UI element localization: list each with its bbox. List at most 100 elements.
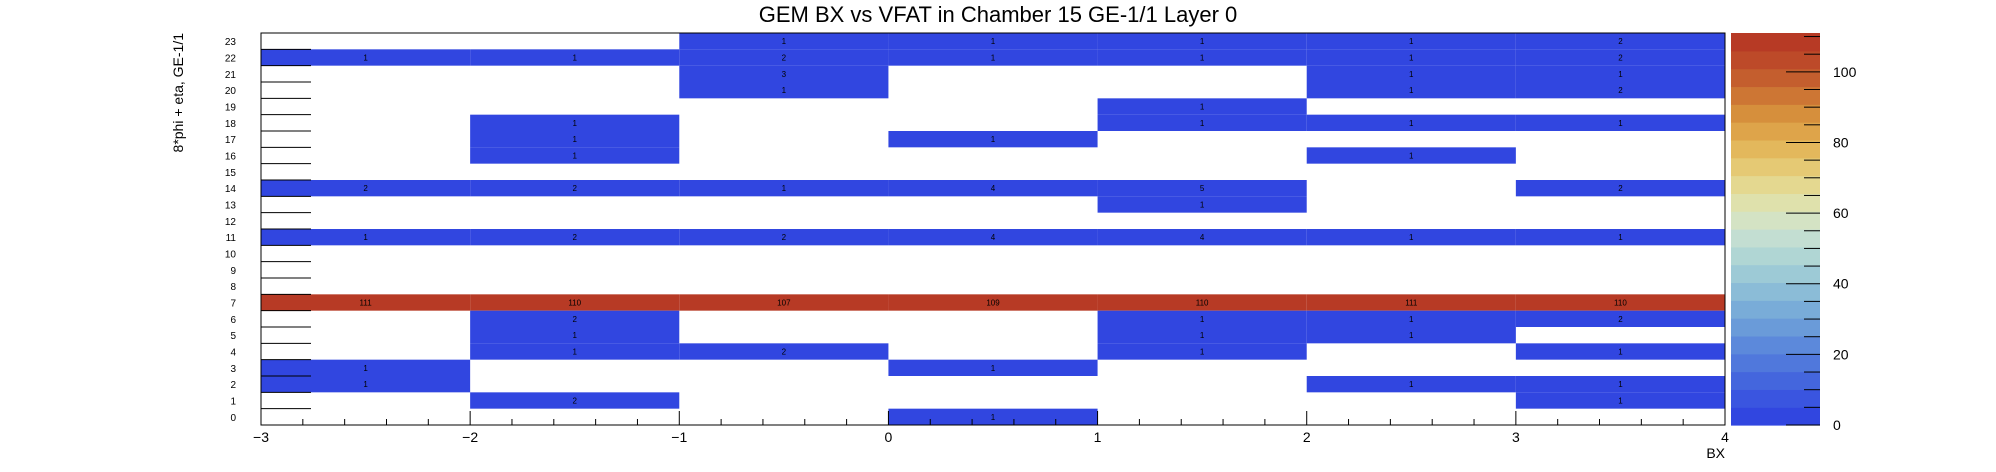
colorbar-tick-label: 40 [1833, 276, 1849, 292]
heatmap-cell [261, 229, 471, 246]
cell-value-label: 1 [572, 54, 577, 63]
cell-value-label: 1 [1200, 331, 1205, 340]
cell-value-label: 1 [1200, 348, 1205, 357]
colorbar-tick-label: 0 [1833, 417, 1841, 433]
cell-value-label: 1 [991, 413, 996, 422]
y-tick-label: 20 [225, 86, 237, 97]
heatmap-cell [470, 229, 680, 246]
colorbar-segment [1731, 246, 1820, 266]
cell-value-label: 1 [782, 37, 787, 46]
y-tick-label: 8 [230, 282, 236, 293]
cell-value-label: 2 [363, 184, 368, 193]
colorbar-tick-label: 80 [1833, 134, 1849, 150]
colorbar-segment [1731, 122, 1820, 141]
heatmap-cell [1306, 294, 1516, 311]
cell-value-label: 110 [1196, 299, 1209, 308]
cell-value-label: 1 [991, 135, 996, 144]
colorbar-segment [1731, 50, 1820, 70]
y-tick-label: 1 [230, 397, 236, 408]
heatmap-cell [679, 49, 889, 66]
x-tick-label: 3 [1512, 429, 1520, 445]
cell-value-label: 1 [572, 348, 577, 357]
heatmap-cell [1515, 376, 1725, 393]
cell-value-label: 109 [986, 299, 1000, 308]
heatmap-cell [470, 310, 680, 327]
colorbar-segment [1731, 264, 1820, 284]
cell-value-label: 107 [777, 299, 791, 308]
heatmap-cell [1097, 33, 1307, 50]
heatmap-cell [679, 229, 889, 246]
y-tick-label: 21 [225, 70, 237, 81]
cell-value-label: 1 [1618, 380, 1623, 389]
x-axis-label: BX [1706, 445, 1725, 461]
y-tick-label: 3 [230, 364, 236, 375]
y-tick-label: 15 [225, 168, 237, 179]
cell-value-label: 1 [572, 331, 577, 340]
y-tick-label: 6 [230, 315, 236, 326]
y-tick-label: 9 [230, 266, 236, 277]
heatmap-cell [888, 33, 1098, 50]
cell-value-label: 1 [1200, 103, 1205, 112]
cell-value-label: 1 [1200, 201, 1205, 210]
heatmap-cell [888, 359, 1098, 376]
cell-value-label: 1 [1200, 54, 1205, 63]
cell-value-label: 111 [1405, 299, 1418, 308]
colorbar-segment [1731, 318, 1820, 337]
heatmap-cell [470, 131, 680, 148]
cells-layer [261, 33, 1725, 425]
y-tick-label: 13 [225, 201, 237, 212]
colorbar-segment [1731, 139, 1820, 159]
cell-value-label: 2 [1618, 37, 1623, 46]
heatmap-cell [470, 327, 680, 344]
cell-value-label: 2 [572, 397, 577, 406]
heatmap-cell [1306, 147, 1516, 164]
colorbar-segment [1731, 389, 1820, 408]
cell-value-label: 4 [991, 184, 996, 193]
heatmap-cell [1306, 327, 1516, 344]
y-tick-label: 0 [230, 413, 236, 424]
y-tick-label: 10 [225, 250, 237, 261]
cell-value-label: 2 [1618, 54, 1623, 63]
heatmap-cell [470, 114, 680, 131]
heatmap-cell [679, 343, 889, 360]
heatmap-cell [1515, 229, 1725, 246]
colorbar-segment [1731, 175, 1820, 194]
cell-value-label: 1 [1200, 37, 1205, 46]
heatmap-cell [1515, 65, 1725, 82]
cell-value-label: 1 [1618, 119, 1623, 128]
cell-value-label: 1 [1200, 119, 1205, 128]
cell-value-label: 110 [1614, 299, 1627, 308]
heatmap-cell [888, 131, 1098, 148]
heatmap-cell [1097, 327, 1307, 344]
heatmap-cell [1306, 229, 1516, 246]
colorbar-tick-label: 100 [1833, 64, 1857, 80]
heatmap-cell [1097, 114, 1307, 131]
heatmap-cell [1515, 82, 1725, 99]
heatmap-cell [261, 180, 471, 197]
heatmap-cell [679, 33, 889, 50]
heatmap-cell [1515, 310, 1725, 327]
cell-value-label: 1 [572, 152, 577, 161]
heatmap-cell [1306, 114, 1516, 131]
colorbar-segment [1731, 335, 1820, 355]
heatmap-cell [1306, 33, 1516, 50]
chart-title: GEM BX vs VFAT in Chamber 15 GE-1/1 Laye… [759, 2, 1238, 27]
cell-value-label: 111 [359, 299, 372, 308]
colorbar-segment [1731, 407, 1820, 426]
x-tick-label: 4 [1721, 429, 1729, 445]
heatmap-cell [888, 49, 1098, 66]
cell-value-label: 1 [1409, 380, 1414, 389]
colorbar: 0 20 40 60 80 100 [1731, 33, 1857, 433]
cell-value-label: 5 [1200, 184, 1205, 193]
cell-value-label: 110 [568, 299, 581, 308]
x-tick-label: −3 [253, 429, 269, 445]
colorbar-tick-label: 60 [1833, 205, 1849, 221]
y-tick-label: 11 [226, 233, 237, 244]
heatmap-cell [679, 65, 889, 82]
cell-value-label: 2 [782, 348, 787, 357]
cell-value-label: 1 [1618, 397, 1623, 406]
cell-value-label: 1 [1200, 315, 1205, 324]
heatmap-cell [1515, 33, 1725, 50]
heatmap-cell [1097, 49, 1307, 66]
